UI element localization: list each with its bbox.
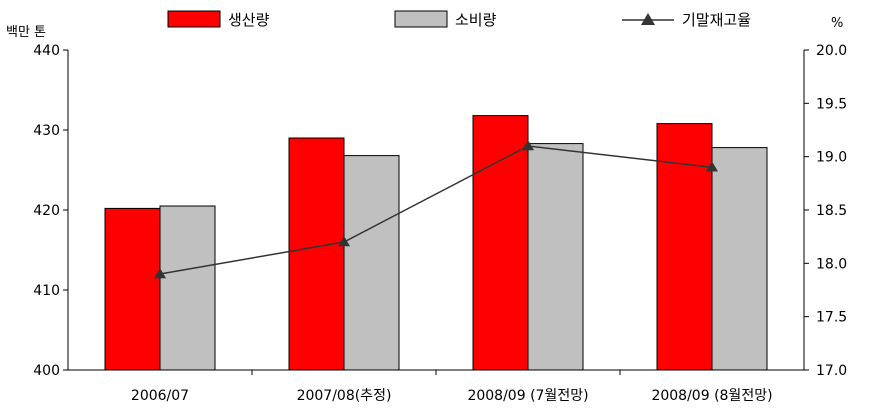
y-left-tick-label: 410 bbox=[33, 283, 60, 299]
point-ending-stock-ratio-0 bbox=[154, 268, 166, 279]
y-right-tick-label: 17.5 bbox=[816, 310, 847, 326]
bar-consumption-0 bbox=[159, 205, 216, 371]
bar-consumption-3 bbox=[711, 147, 768, 371]
point-ending-stock-ratio-2 bbox=[522, 140, 534, 151]
y-left-tick-label: 400 bbox=[33, 363, 60, 379]
bar-production-0 bbox=[104, 207, 161, 371]
line-series bbox=[154, 140, 718, 279]
line-ending-stock-ratio bbox=[159, 145, 713, 275]
y-right-tick-label: 19.5 bbox=[816, 96, 847, 112]
point-ending-stock-ratio-1 bbox=[338, 236, 350, 247]
x-tick-label: 2008/09 (8월전망) bbox=[651, 388, 772, 404]
bar-consumption-1 bbox=[343, 155, 400, 371]
y-right-tick-label: 19.0 bbox=[816, 150, 847, 166]
x-tick-label: 2008/09 (7월전망) bbox=[467, 388, 588, 404]
bar-production-2 bbox=[472, 115, 529, 371]
y-left-tick-label: 420 bbox=[33, 203, 60, 219]
x-tick-label: 2006/07 bbox=[131, 388, 189, 404]
x-tick-label: 2007/08(추정) bbox=[297, 388, 392, 404]
legend-label: 생산량 bbox=[228, 11, 270, 29]
bars bbox=[104, 115, 768, 371]
legend-marker-ending-stock-ratio bbox=[641, 13, 655, 25]
y-right-tick-label: 18.0 bbox=[816, 256, 847, 272]
bar-production-1 bbox=[288, 137, 345, 371]
y-right-tick-label: 20.0 bbox=[816, 43, 847, 59]
y-left-tick-label: 430 bbox=[33, 123, 60, 139]
legend-label: 소비량 bbox=[455, 11, 497, 29]
y-axis-right-label: % bbox=[831, 16, 843, 31]
bar-consumption-2 bbox=[527, 143, 584, 371]
bar-production-3 bbox=[656, 123, 713, 371]
x-tick-labels: 2006/07 2007/08(추정) 2008/09 (7월전망) 2008/09 … bbox=[131, 388, 773, 404]
y-right-tick-label: 17.0 bbox=[816, 363, 847, 379]
point-ending-stock-ratio-3 bbox=[706, 161, 718, 172]
legend-swatch-production bbox=[167, 10, 221, 28]
y-left-tick-label: 440 bbox=[33, 43, 60, 59]
axes: 400 410 420 430 440 17.0 17.5 18.0 18.5 19.0 19.5 2… bbox=[33, 43, 847, 379]
y-right-tick-label: 18.5 bbox=[816, 203, 847, 219]
y-axis-left-label: 백만 톤 bbox=[6, 25, 46, 40]
legend-label: 기말재고율 bbox=[682, 11, 751, 29]
legend: 생산량 소비량 기말재고율 bbox=[167, 10, 751, 29]
legend-swatch-consumption bbox=[394, 10, 448, 28]
